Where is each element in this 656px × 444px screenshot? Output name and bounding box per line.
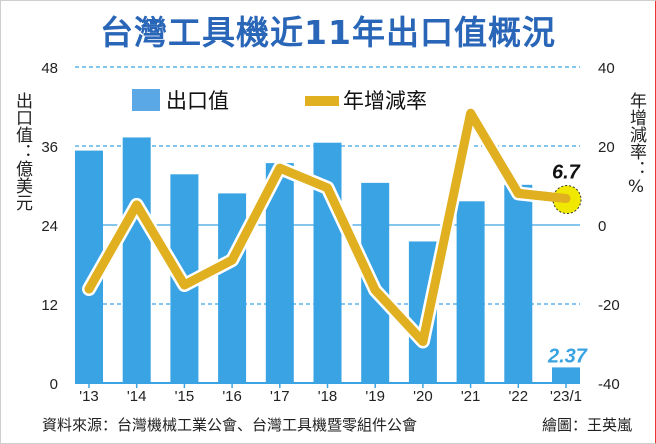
y-left-tick-label: 48 — [41, 60, 58, 77]
bar-'22 — [504, 184, 533, 383]
bar-'21 — [456, 201, 485, 383]
x-tick-label: '21 — [461, 388, 481, 405]
x-tick-label: '20 — [413, 388, 433, 405]
x-tick-label: '15 — [175, 388, 195, 405]
legend-bar-label: 出口值 — [166, 89, 229, 113]
x-tick-label: '19 — [365, 388, 385, 405]
x-tick-label: '17 — [270, 388, 290, 405]
y-left-tick-label: 12 — [41, 297, 58, 314]
credit-note: 繪圖：王英嵐 — [541, 416, 632, 434]
y-left-tick-label: 0 — [50, 376, 58, 393]
x-tick-label: '22 — [509, 388, 529, 405]
y-right-tick-label: 40 — [598, 60, 615, 77]
y-right-tick-label: -40 — [598, 376, 620, 393]
y-left-tick-label: 36 — [41, 139, 58, 156]
y-right-tick-label: 0 — [598, 218, 606, 235]
legend-line-label: 年增減率 — [343, 89, 427, 113]
y-right-tick-label: 20 — [598, 139, 615, 156]
x-tick-label: '18 — [318, 388, 338, 405]
y-axis-right-label: 年增減率：% — [626, 92, 646, 197]
x-tick-label: '23/1 — [550, 388, 582, 405]
x-tick-label: '13 — [79, 388, 99, 405]
bar-'16 — [218, 193, 247, 383]
y-right-tick-label: -20 — [598, 297, 620, 314]
y-axis-left-label: 出口值：億美元 — [12, 92, 32, 211]
growth-rate-line — [84, 108, 571, 347]
legend-line-swatch — [305, 96, 339, 106]
legend-bar-swatch — [132, 89, 160, 111]
bar-'23/1 — [552, 367, 580, 383]
bar-'14 — [122, 137, 151, 383]
x-tick-label: '16 — [222, 388, 242, 405]
source-note: 資料來源：台灣機械工業公會、台灣工具機暨零組件公會 — [42, 416, 418, 434]
annotation-value: 2.37 — [547, 345, 588, 367]
annotation-rate: 6.7 — [552, 162, 581, 184]
chart-title: 台灣工具機近11年出口值概況 — [100, 13, 556, 52]
y-left-tick-label: 24 — [41, 218, 58, 235]
x-tick-label: '14 — [127, 388, 147, 405]
line-segment-last — [513, 188, 571, 204]
